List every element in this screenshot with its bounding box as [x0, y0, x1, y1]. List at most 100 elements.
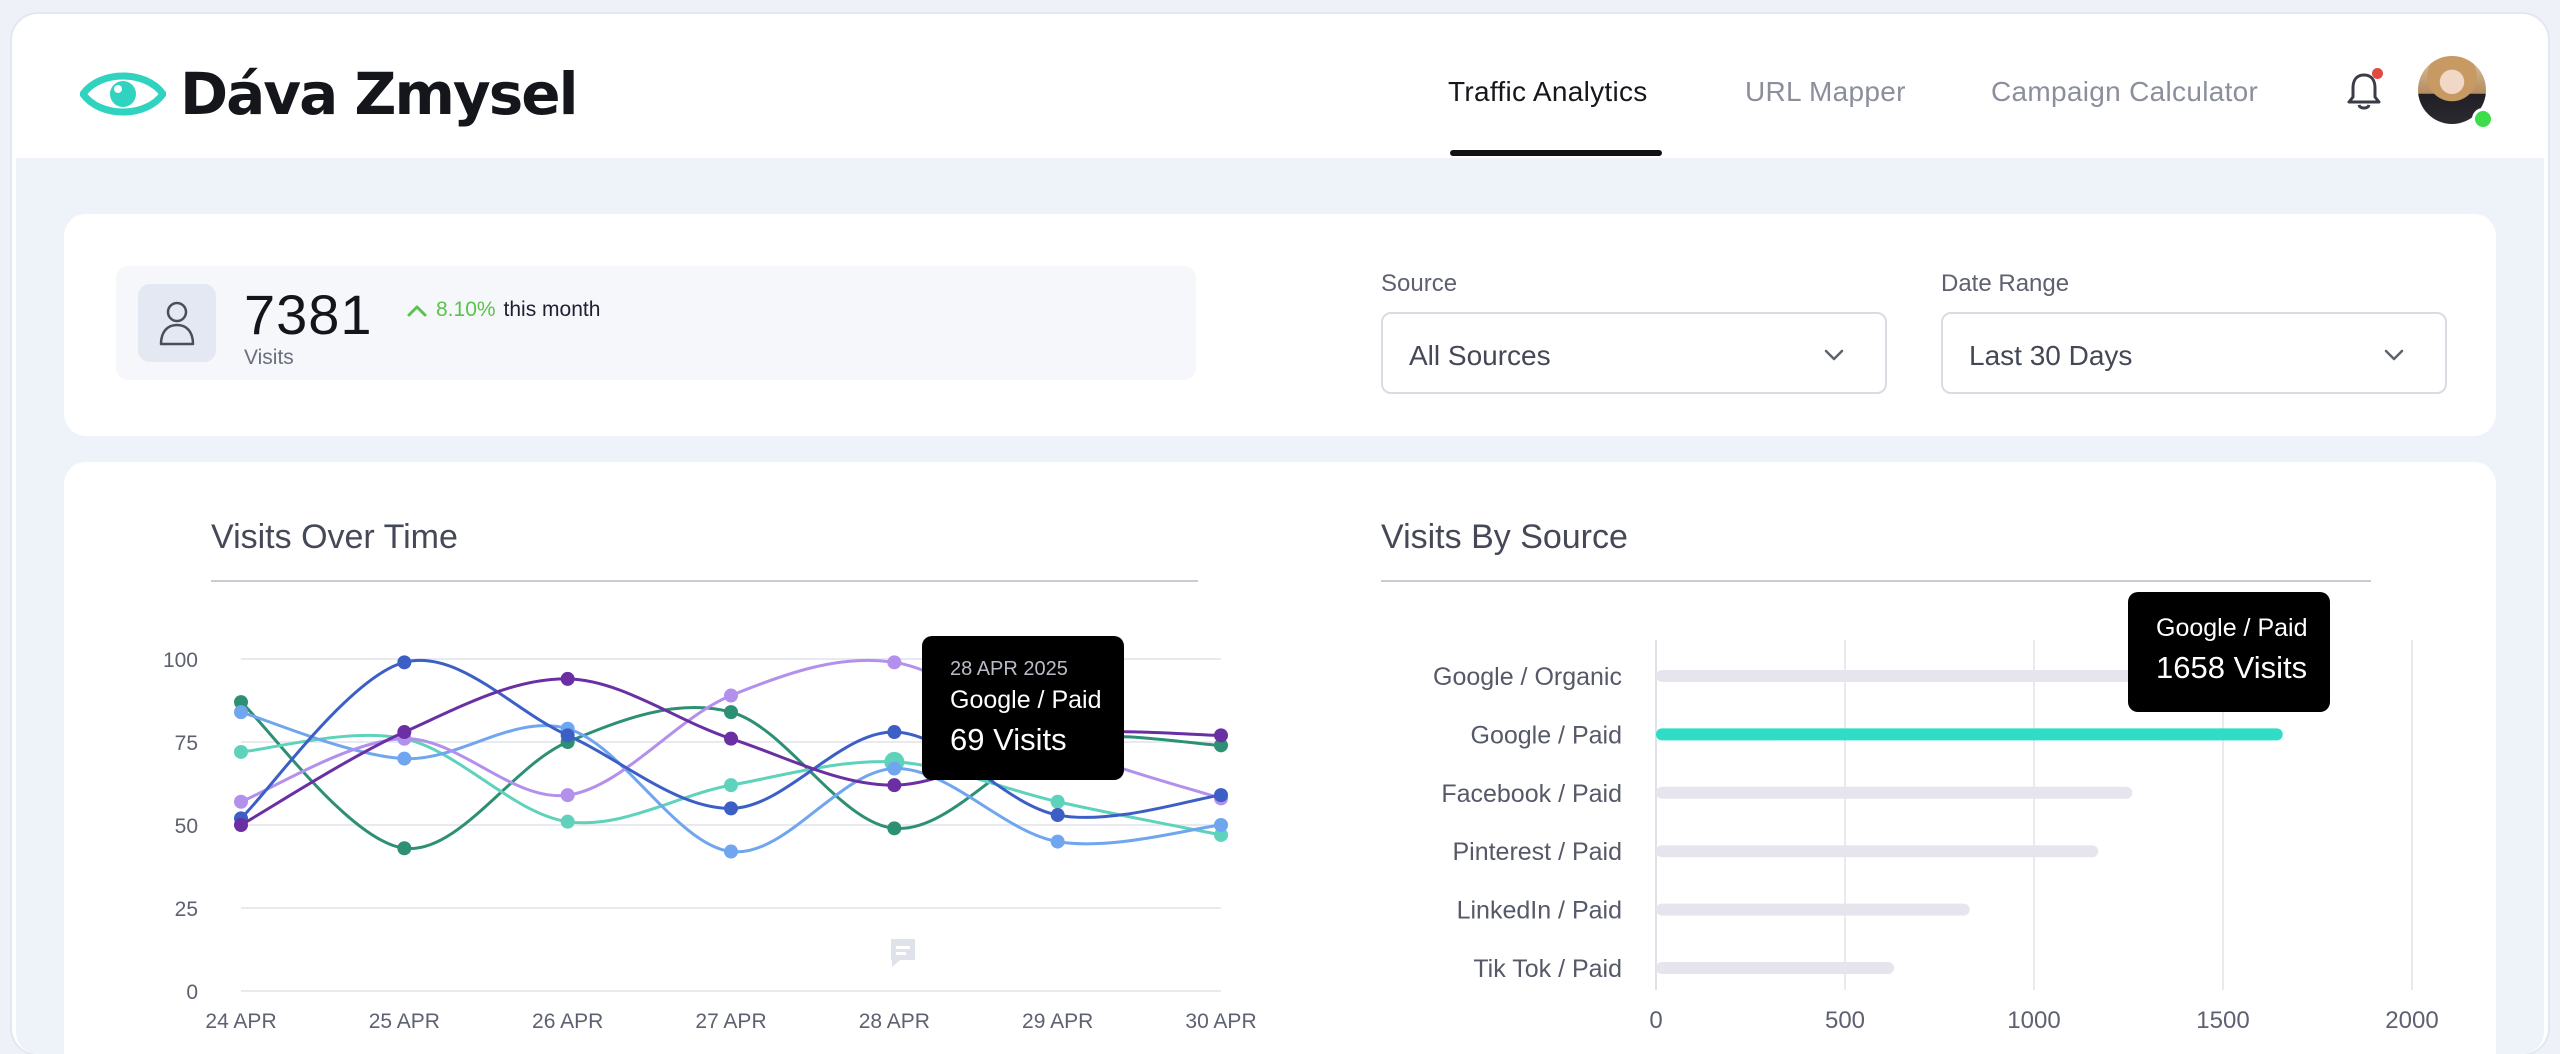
visits-by-source-divider — [1381, 580, 2371, 582]
data-point — [397, 841, 412, 856]
brand-logo[interactable]: Dáva Zmysel — [80, 60, 578, 128]
user-icon — [159, 301, 195, 346]
data-point — [397, 751, 412, 766]
trend-up-icon — [407, 305, 427, 317]
data-point — [397, 655, 412, 670]
charts-card: Visits Over Time Visits By Source 0 25 50 7… — [64, 462, 2496, 1054]
notification-dot — [2372, 68, 2383, 79]
source-label: Source — [1381, 270, 1458, 297]
visits-trend: 8.10% this month — [406, 298, 600, 322]
x-tick-label: 2000 — [2385, 1007, 2438, 1034]
source-select[interactable]: All Sources — [1381, 312, 1887, 394]
chevron-down-icon — [1824, 349, 1844, 361]
y-tick-label: 0 — [186, 981, 198, 1004]
x-tick-label: 26 APR — [532, 1010, 603, 1033]
data-point — [560, 788, 575, 803]
data-point — [1050, 808, 1065, 823]
summary-card: 7381 Visits 8.10% this month Source All … — [64, 214, 2496, 436]
visits-label: Visits — [244, 346, 294, 369]
data-point — [234, 818, 248, 832]
comment-icon[interactable] — [888, 936, 918, 970]
date-range-label: Date Range — [1941, 270, 2070, 297]
data-point — [560, 728, 575, 743]
data-point — [724, 801, 738, 816]
bar — [1656, 670, 2273, 682]
date-range-select-value: Last 30 Days — [1969, 340, 2133, 371]
tooltip-source: Google / Paid — [950, 686, 1102, 714]
data-point — [1214, 738, 1228, 753]
data-point — [887, 761, 902, 776]
bar — [1656, 962, 1895, 974]
bar-category-label: Facebook / Paid — [1441, 780, 1622, 808]
source-select-value: All Sources — [1409, 340, 1551, 371]
x-tick-label: 27 APR — [695, 1010, 766, 1033]
bell-icon[interactable] — [2346, 70, 2382, 112]
data-point — [1214, 827, 1228, 842]
data-point — [724, 688, 738, 703]
trend-percent: 8.10% — [436, 298, 496, 321]
data-point — [397, 725, 412, 740]
y-tick-label: 50 — [175, 815, 198, 838]
bar-category-label: Tik Tok / Paid — [1473, 955, 1622, 983]
y-tick-label: 75 — [175, 732, 198, 755]
bar-tooltip-value: 1658 Visits — [2156, 650, 2308, 685]
date-range-select[interactable]: Last 30 Days — [1941, 312, 2447, 394]
bar-chart-tooltip: Google / Paid 1658 Visits — [2128, 592, 2330, 712]
data-point — [234, 705, 248, 720]
active-tab-indicator — [1450, 150, 1662, 156]
trend-suffix: this month — [503, 298, 601, 321]
visits-over-time-divider — [211, 580, 1198, 582]
tooltip-date: 28 APR 2025 — [950, 658, 1068, 680]
data-point — [234, 744, 248, 759]
x-tick-label: 28 APR — [859, 1010, 930, 1033]
data-point — [1214, 728, 1228, 743]
tab-traffic-analytics[interactable]: Traffic Analytics — [1448, 76, 1648, 107]
chevron-down-icon — [2384, 349, 2404, 361]
visits-by-source-chart: 0 500 1000 1500 2000 Google / Organic Google /… — [1433, 640, 2439, 1034]
bar-category-label: LinkedIn / Paid — [1457, 897, 1622, 925]
y-tick-label: 100 — [163, 649, 198, 672]
line-chart-tooltip: 28 APR 2025 Google / Paid 69 Visits — [922, 636, 1124, 780]
data-point — [724, 778, 738, 793]
data-point — [1214, 788, 1228, 803]
bar — [1656, 786, 2133, 799]
data-point — [1050, 834, 1065, 849]
x-tick-label: 500 — [1825, 1007, 1865, 1034]
data-point — [234, 695, 248, 710]
data-point — [887, 821, 902, 836]
x-tick-label: 0 — [1649, 1007, 1662, 1034]
top-header: Dáva Zmysel Traffic Analytics URL Mapper… — [16, 14, 2544, 158]
y-tick-label: 25 — [175, 898, 198, 921]
visits-over-time-chart: 0 25 50 75 100 24 APR 25 APR 26 APR 27 APR 28 APR… — [163, 649, 1257, 1033]
tab-campaign-calculator[interactable]: Campaign Calculator — [1991, 76, 2259, 107]
tab-url-mapper[interactable]: URL Mapper — [1745, 76, 1906, 107]
online-status-indicator — [2472, 108, 2494, 130]
data-point — [234, 794, 248, 809]
bar-category-label: Pinterest / Paid — [1452, 838, 1622, 866]
bar-tooltip-source: Google / Paid — [2156, 614, 2308, 642]
x-tick-label: 1500 — [2196, 1007, 2249, 1034]
bar-category-label: Google / Paid — [1471, 721, 1623, 749]
x-tick-label: 1000 — [2007, 1007, 2060, 1034]
app-window: Dáva Zmysel Traffic Analytics URL Mapper… — [16, 14, 2544, 1054]
bar-category-label: Google / Organic — [1433, 663, 1622, 691]
visits-value: 7381 — [244, 283, 373, 346]
data-point — [560, 671, 575, 686]
x-tick-label: 30 APR — [1185, 1010, 1256, 1033]
visits-over-time-title: Visits Over Time — [211, 518, 458, 556]
x-tick-label: 29 APR — [1022, 1010, 1093, 1033]
tooltip-value: 69 Visits — [950, 722, 1067, 757]
data-point — [724, 731, 738, 746]
bar — [1656, 845, 2099, 858]
x-tick-label: 24 APR — [205, 1010, 276, 1033]
data-point — [724, 705, 738, 720]
visits-by-source-title: Visits By Source — [1381, 518, 1628, 556]
user-icon-wrap — [138, 284, 216, 362]
bar — [1656, 728, 2283, 741]
data-point — [1050, 794, 1065, 809]
data-point — [887, 655, 902, 670]
data-point — [887, 778, 902, 793]
data-point — [887, 725, 902, 740]
x-tick-label: 25 APR — [369, 1010, 440, 1033]
eye-icon — [80, 72, 166, 116]
